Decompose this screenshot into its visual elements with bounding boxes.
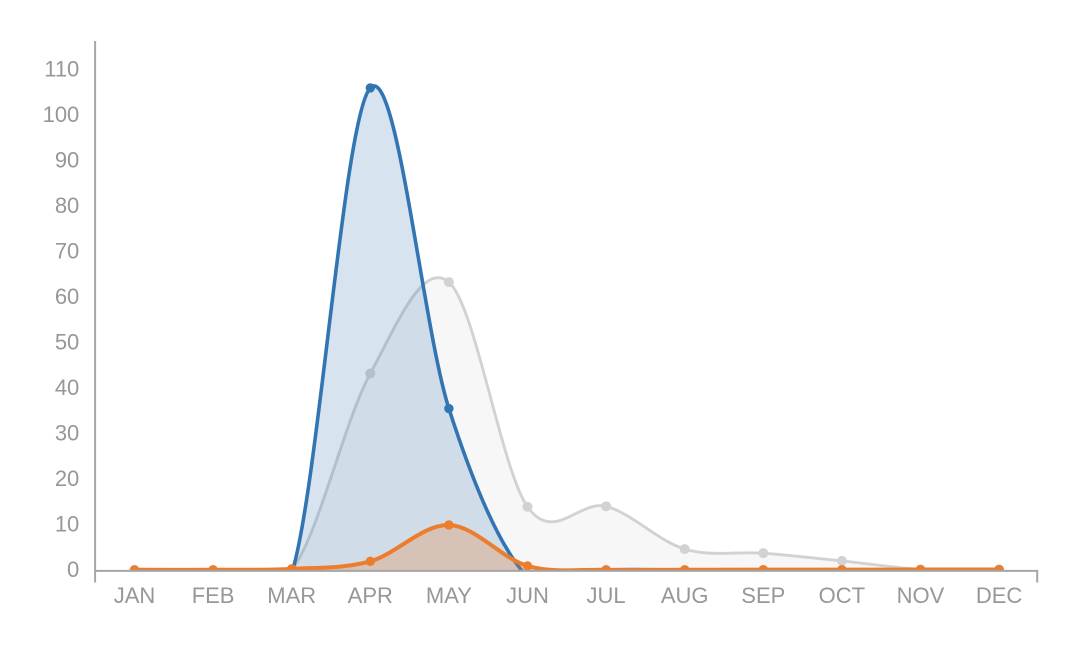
svg-text:10: 10 — [55, 511, 79, 536]
svg-text:APR: APR — [348, 583, 393, 608]
svg-text:JUL: JUL — [587, 583, 626, 608]
svg-text:OCT: OCT — [819, 583, 865, 608]
svg-text:0: 0 — [67, 557, 79, 582]
svg-text:SEP: SEP — [741, 583, 785, 608]
svg-text:100: 100 — [43, 102, 80, 127]
svg-text:110: 110 — [44, 57, 79, 82]
svg-text:40: 40 — [55, 375, 79, 400]
svg-text:50: 50 — [55, 329, 79, 354]
svg-text:MAY: MAY — [426, 583, 472, 608]
svg-text:MAR: MAR — [267, 583, 316, 608]
svg-text:90: 90 — [55, 148, 79, 173]
svg-text:30: 30 — [55, 420, 79, 445]
svg-text:60: 60 — [55, 284, 79, 309]
svg-text:70: 70 — [55, 238, 79, 263]
svg-text:JAN: JAN — [114, 583, 156, 608]
svg-text:20: 20 — [55, 466, 79, 491]
svg-text:AUG: AUG — [661, 583, 709, 608]
svg-text:NOV: NOV — [897, 583, 945, 608]
svg-text:JUN: JUN — [506, 583, 549, 608]
svg-text:DEC: DEC — [976, 583, 1023, 608]
svg-text:80: 80 — [55, 193, 79, 218]
svg-text:FEB: FEB — [192, 583, 235, 608]
